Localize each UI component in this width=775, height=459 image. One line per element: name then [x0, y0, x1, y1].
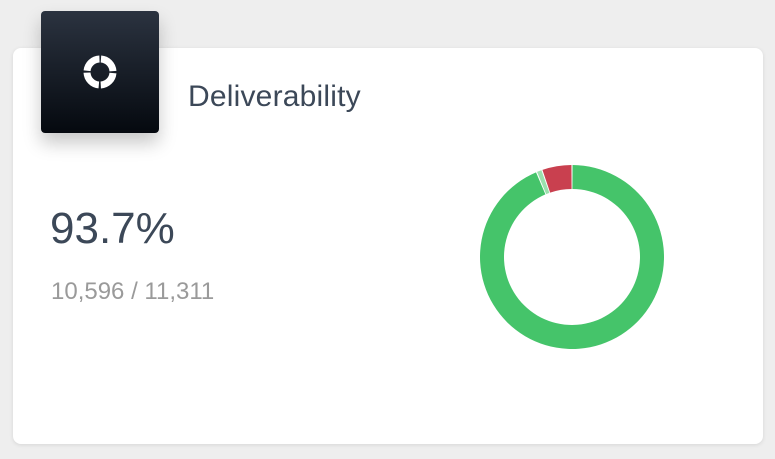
card-title: Deliverability — [188, 80, 361, 113]
donut-slice-delivered — [480, 165, 664, 349]
donut-slice-soft — [537, 170, 550, 195]
deliverability-percentage: 93.7% — [50, 204, 175, 253]
donut-chart-icon — [83, 55, 117, 89]
deliverability-donut-chart — [480, 165, 664, 349]
delivered-count: 10,596 / 11,311 — [51, 278, 215, 305]
donut-slice-bounced — [542, 165, 572, 193]
card-icon — [41, 11, 159, 133]
